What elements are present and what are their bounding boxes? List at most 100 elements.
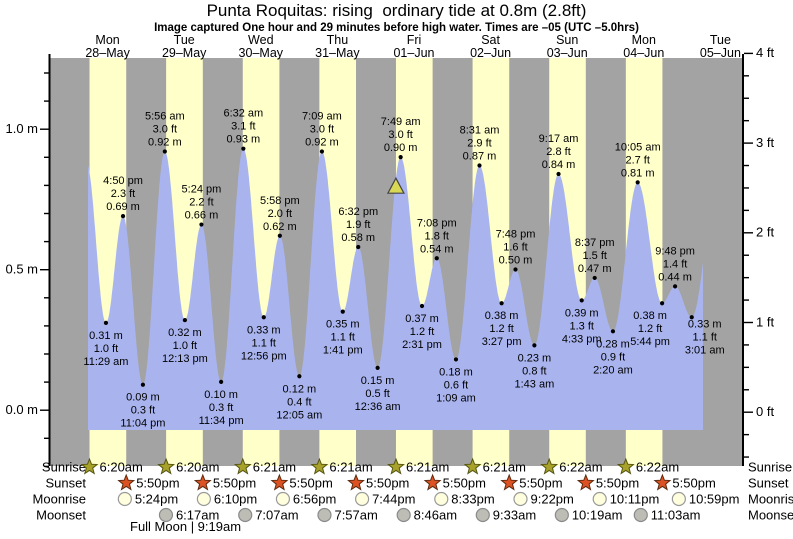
- low-tide-feet: 1.1 ft: [252, 337, 276, 349]
- low-tide-dot: [219, 379, 224, 384]
- low-tide-dot: [579, 298, 584, 303]
- day-label-weekday: Tue: [710, 33, 731, 47]
- moonrise-time: 7:44pm: [372, 492, 415, 507]
- low-tide-time: 11:04 pm: [120, 418, 165, 430]
- high-tide-feet: 2.8 ft: [546, 146, 570, 158]
- low-tide-meters: 0.10 m: [204, 389, 238, 401]
- high-tide-feet: 2.3 ft: [111, 188, 135, 200]
- low-tide-time: 12:56 pm: [241, 350, 287, 362]
- high-tide-feet: 3.1 ft: [231, 121, 255, 133]
- low-tide-time: 12:36 am: [355, 401, 401, 413]
- moonrise-icon: [117, 491, 132, 507]
- low-tide-feet: 0.3 ft: [209, 402, 233, 414]
- low-tide-feet: 1.1 ft: [693, 331, 717, 343]
- high-tide-feet: 3.0 ft: [388, 129, 412, 141]
- sunrise-icon: [80, 457, 99, 475]
- high-tide-meters: 0.66 m: [185, 210, 219, 222]
- high-tide-dot: [241, 146, 246, 151]
- right-axis-tick: [744, 433, 749, 436]
- sunset-time: 5:50pm: [213, 476, 256, 491]
- moonset-icon: [554, 507, 569, 523]
- left-axis-tick: [40, 269, 49, 271]
- day-label-date: 05–Jun: [700, 46, 741, 60]
- moonrise-icon: [434, 491, 449, 507]
- moonset-time: 7:07am: [255, 508, 298, 523]
- sunset-time: 5:50pm: [366, 476, 409, 491]
- low-tide-dot: [261, 315, 266, 320]
- sunset-icon: [500, 473, 519, 491]
- high-tide-time: 8:31 am: [460, 125, 500, 137]
- sunset-icon: [117, 473, 136, 491]
- high-tide-dot: [120, 214, 126, 219]
- low-tide-time: 5:44 pm: [630, 336, 670, 348]
- low-tide-meters: 0.38 m: [485, 310, 519, 322]
- high-tide-feet: 2.9 ft: [467, 138, 491, 150]
- low-tide-dot: [689, 315, 694, 320]
- low-tide-time: 4:33 pm: [562, 333, 602, 345]
- low-tide-dot: [660, 301, 665, 306]
- moonset-icon: [633, 507, 648, 523]
- high-tide-time: 9:17 am: [539, 133, 579, 145]
- right-axis-tick: [744, 389, 749, 391]
- high-tide-feet: 1.9 ft: [346, 219, 370, 231]
- high-tide-dot: [319, 149, 325, 154]
- moonset-time: 8:46am: [414, 508, 457, 523]
- high-tide-time: 10:05 am: [615, 141, 661, 153]
- moonrise-icon: [671, 491, 686, 507]
- high-tide-time: 5:56 am: [145, 110, 185, 122]
- moonrise-time: 10:11pm: [610, 492, 660, 507]
- high-tide-time: 7:48 pm: [496, 229, 536, 241]
- low-tide-feet: 0.5 ft: [365, 388, 389, 400]
- high-tide-dot: [277, 233, 282, 238]
- low-tide-dot: [532, 343, 537, 348]
- low-tide-meters: 0.09 m: [126, 392, 160, 404]
- sunset-time: 5:50pm: [596, 476, 639, 491]
- row-label-right-moonset: Moonset: [748, 508, 793, 523]
- left-axis-line: [48, 54, 51, 466]
- sunset-time: 5:50pm: [672, 476, 715, 491]
- left-axis-tick: [44, 437, 49, 439]
- low-tide-feet: 0.6 ft: [444, 379, 468, 391]
- high-tide-time: 6:32 am: [223, 108, 263, 120]
- low-tide-dot: [419, 303, 425, 309]
- high-tide-time: 8:37 pm: [575, 237, 615, 249]
- left-axis-tick: [44, 353, 49, 355]
- high-tide-dot: [162, 149, 167, 154]
- low-tide-feet: 0.4 ft: [287, 396, 311, 408]
- sunrise-time: 6:20am: [100, 460, 143, 475]
- high-tide-dot: [556, 171, 561, 177]
- high-tide-dot: [398, 155, 403, 160]
- left-axis-tick-label: 0.0 m: [5, 402, 38, 417]
- day-label-weekday: Sun: [556, 33, 578, 47]
- low-tide-time: 1:43 am: [515, 378, 555, 390]
- low-tide-feet: 0.9 ft: [601, 351, 625, 363]
- low-tide-time: 11:34 pm: [199, 415, 244, 427]
- left-axis-tick: [44, 240, 49, 243]
- high-tide-time: 5:24 pm: [182, 184, 222, 196]
- low-tide-dot: [375, 365, 380, 370]
- sunrise-icon: [463, 457, 482, 475]
- moonset-icon: [158, 507, 174, 523]
- left-axis-tick: [44, 381, 49, 383]
- right-axis-tick-label: 0 ft: [756, 404, 774, 419]
- moonset-time: 10:19am: [572, 508, 623, 523]
- low-tide-time: 12:05 am: [276, 409, 322, 421]
- low-tide-feet: 1.2 ft: [638, 323, 662, 335]
- right-axis-tick: [744, 187, 749, 189]
- moonset-icon: [475, 507, 490, 523]
- sunrise-time: 6:21am: [329, 460, 372, 475]
- high-tide-meters: 0.44 m: [658, 271, 692, 283]
- right-axis-tick: [744, 366, 749, 369]
- moonrise-time: 5:24pm: [135, 492, 178, 507]
- low-tide-dot: [499, 301, 504, 306]
- low-tide-time: 1:41 pm: [323, 345, 363, 357]
- sunset-icon: [270, 473, 289, 491]
- low-tide-dot: [340, 309, 345, 314]
- right-axis-tick: [744, 75, 749, 77]
- low-tide-time: 1:09 am: [436, 392, 476, 404]
- high-tide-meters: 0.58 m: [341, 232, 375, 244]
- day-label-weekday: Tue: [174, 33, 195, 47]
- right-axis-tick: [744, 456, 749, 458]
- low-tide-dot: [182, 317, 187, 323]
